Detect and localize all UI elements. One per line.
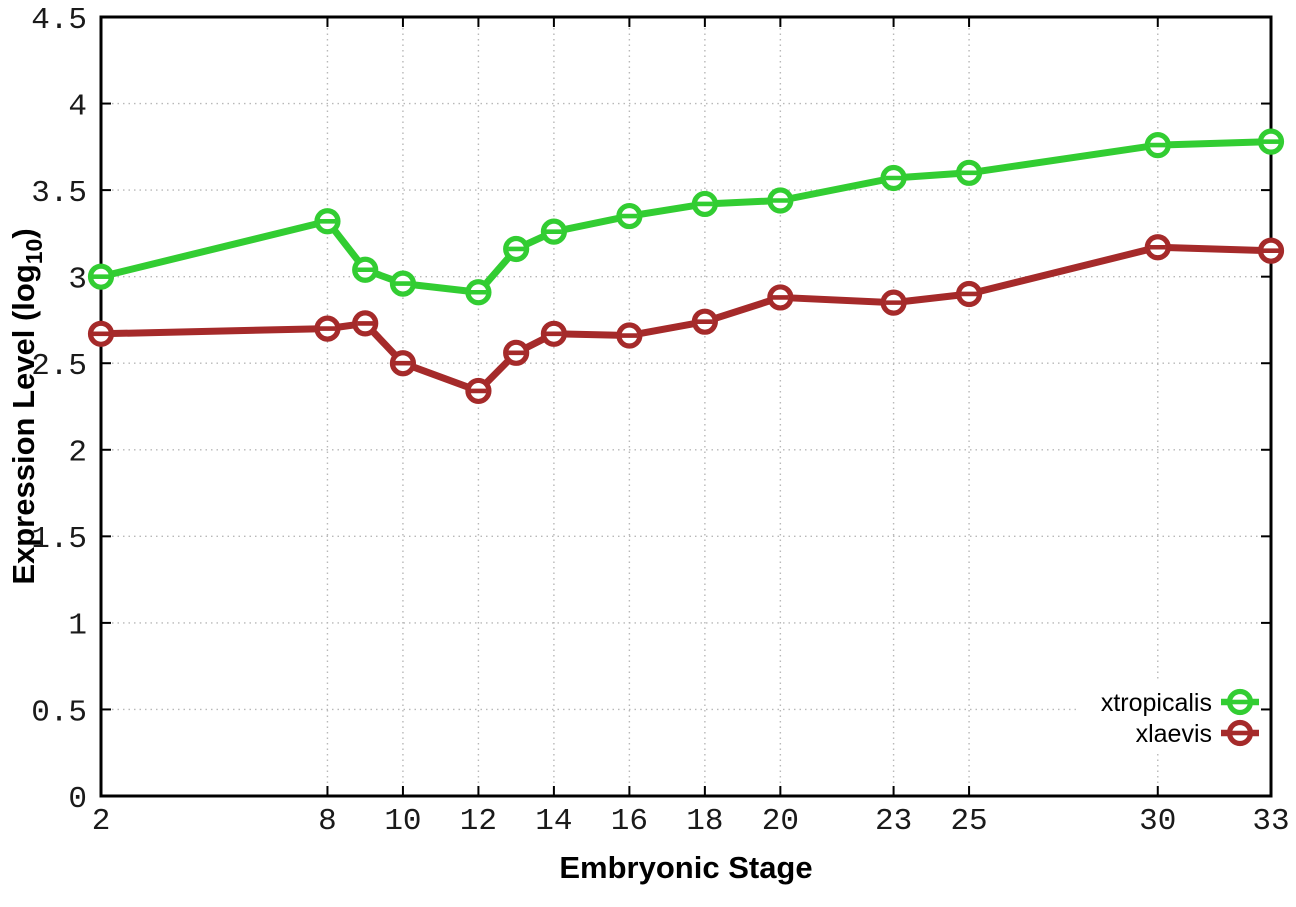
y-tick-label-1: 1 xyxy=(68,609,87,644)
x-tick-label-23: 23 xyxy=(875,804,912,839)
x-tick-label-25: 25 xyxy=(950,804,987,839)
y-tick-label-0.5: 0.5 xyxy=(31,695,87,730)
x-tick-label-33: 33 xyxy=(1252,804,1289,839)
plot-border xyxy=(99,15,1273,798)
y-tick-label-2: 2 xyxy=(68,436,87,471)
x-tick-label-20: 20 xyxy=(762,804,799,839)
x-tick-label-2: 2 xyxy=(92,804,111,839)
x-tick-label-18: 18 xyxy=(686,804,723,839)
x-axis-title: Embryonic Stage xyxy=(559,850,812,885)
y-tick-label-1.5: 1.5 xyxy=(31,522,87,557)
legend-label-xtropicalis: xtropicalis xyxy=(1101,689,1212,717)
x-tick-label-10: 10 xyxy=(384,804,421,839)
y-axis-title: Expression Level (log10) xyxy=(6,228,47,584)
x-tick-label-16: 16 xyxy=(611,804,648,839)
y-tick-label-4: 4 xyxy=(68,89,87,124)
legend-label-xlaevis: xlaevis xyxy=(1136,720,1212,748)
y-tick-label-0: 0 xyxy=(68,782,87,817)
y-tick-label-4.5: 4.5 xyxy=(31,3,87,38)
x-tick-label-12: 12 xyxy=(460,804,497,839)
x-tick-label-14: 14 xyxy=(535,804,572,839)
x-tick-label-8: 8 xyxy=(318,804,337,839)
y-tick-label-3: 3 xyxy=(68,263,87,298)
y-tick-label-3.5: 3.5 xyxy=(31,176,87,211)
y-tick-label-2.5: 2.5 xyxy=(31,349,87,384)
x-tick-label-30: 30 xyxy=(1139,804,1176,839)
